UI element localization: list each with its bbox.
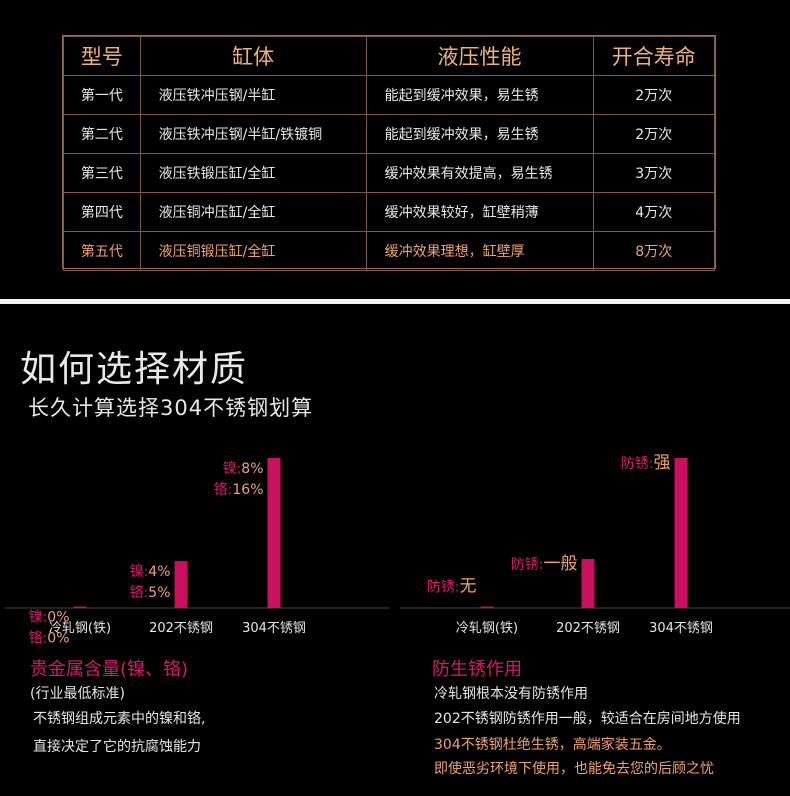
cell-model: 第三代 xyxy=(63,153,141,193)
chart2-rust-label: 防锈:强 xyxy=(621,453,671,473)
table-row: 第二代 液压铁冲压钢/半缸/铁镀铜 能起到缓冲效果，易生锈 2万次 xyxy=(63,114,716,154)
chart1-bar xyxy=(267,458,281,608)
chart1-category-label: 304不锈钢 xyxy=(242,621,306,636)
chart1-category-label: 202不锈钢 xyxy=(149,621,213,636)
cell-cylinder: 液压铁冲压钢/半缸 xyxy=(139,75,367,115)
cell-hydraulic: 缓冲效果较好，缸壁稍薄 xyxy=(365,192,594,232)
chart1-nickel-label: 镍:0% xyxy=(29,610,70,626)
chart1-category-label: 冷轧钢(铁) xyxy=(49,621,111,636)
chart2-bar xyxy=(480,606,494,608)
table-row: 第一代 液压铁冲压钢/半缸 能起到缓冲效果，易生锈 2万次 xyxy=(63,75,716,115)
chart2-category-label: 304不锈钢 xyxy=(649,621,713,636)
metal-content-line2: 直接决定了它的抗腐蚀能力 xyxy=(33,739,201,755)
cell-cylinder: 液压铜冲压缸/全缸 xyxy=(139,192,367,232)
section-divider xyxy=(0,299,790,304)
cell-cylinder: 液压铁锻压缸/全缸 xyxy=(139,153,367,193)
chart1-nickel-label: 镍:4% xyxy=(130,564,171,580)
cell-cylinder: 液压铁冲压钢/半缸/铁镀铜 xyxy=(139,114,367,154)
metal-content-line1: 不锈钢组成元素中的镍和铬, xyxy=(33,711,206,727)
cell-lifespan: 3万次 xyxy=(592,153,716,193)
chart2-category-label: 202不锈钢 xyxy=(556,621,620,636)
chart1-chrome-label: 铬:16% xyxy=(214,482,264,498)
header-model: 型号 xyxy=(63,36,141,76)
header-lifespan: 开合寿命 xyxy=(592,36,716,76)
cell-lifespan: 8万次 xyxy=(592,231,716,271)
rust-proof-line2: 202不锈钢防锈作用一般，较适合在房间地方使用 xyxy=(434,711,741,727)
cell-cylinder: 液压铜锻压缸/全缸 xyxy=(139,231,367,271)
chart2-bar xyxy=(674,458,688,608)
chart1-nickel-label: 镍:8% xyxy=(223,461,264,477)
metal-content-note: (行业最低标准) xyxy=(30,686,125,702)
generation-table: 型号 缸体 液压性能 开合寿命 第一代 液压铁冲压钢/半缸 能起到缓冲效果，易生… xyxy=(63,36,716,271)
chart1-bar xyxy=(174,561,188,608)
section-subtitle: 长久计算选择304不锈钢划算 xyxy=(28,396,314,420)
table-row-highlight: 第五代 液压铜锻压缸/全缸 缓冲效果理想，缸壁厚 8万次 xyxy=(63,231,716,271)
cell-model: 第五代 xyxy=(63,231,141,271)
section-title: 如何选择材质 xyxy=(20,349,249,390)
rust-proof-line4: 即使恶劣环境下使用，也能免去您的后顾之忧 xyxy=(434,761,714,777)
table-header-row: 型号 缸体 液压性能 开合寿命 xyxy=(63,36,716,76)
rust-proof-line3: 304不锈钢杜绝生锈，高端家装五金。 xyxy=(434,737,671,753)
chart1-chrome-label: 铬:5% xyxy=(130,585,171,601)
metal-content-title: 贵金属含量(镍、铬) xyxy=(30,659,189,680)
comparison-table: 型号 缸体 液压性能 开合寿命 第一代 液压铁冲压钢/半缸 能起到缓冲效果，易生… xyxy=(62,35,716,271)
rust-proof-line1: 冷轧钢根本没有防锈作用 xyxy=(434,686,588,702)
cell-model: 第四代 xyxy=(63,192,141,232)
header-cylinder: 缸体 xyxy=(139,36,367,76)
header-hydraulic: 液压性能 xyxy=(365,36,594,76)
cell-lifespan: 4万次 xyxy=(592,192,716,232)
cell-hydraulic: 能起到缓冲效果，易生锈 xyxy=(365,75,594,115)
chart2-category-label: 冷轧钢(铁) xyxy=(456,621,518,636)
cell-lifespan: 2万次 xyxy=(592,75,716,115)
cell-hydraulic: 缓冲效果有效提高，易生锈 xyxy=(365,153,594,193)
cell-lifespan: 2万次 xyxy=(592,114,716,154)
table-row: 第四代 液压铜冲压缸/全缸 缓冲效果较好，缸壁稍薄 4万次 xyxy=(63,192,716,232)
chart1-chrome-label: 铬:0% xyxy=(29,631,70,647)
table-row: 第三代 液压铁锻压缸/全缸 缓冲效果有效提高，易生锈 3万次 xyxy=(63,153,716,193)
chart2-rust-label: 防锈:一般 xyxy=(511,554,578,574)
chart2-rust-label: 防锈:无 xyxy=(427,577,477,597)
cell-hydraulic: 能起到缓冲效果，易生锈 xyxy=(365,114,594,154)
chart1-bar xyxy=(73,606,87,608)
cell-model: 第二代 xyxy=(63,114,141,154)
chart2-bar xyxy=(581,559,595,608)
bar-charts: 镍:0%铬:0%冷轧钢(铁)镍:4%铬:5%202不锈钢镍:8%铬:16%304… xyxy=(5,453,790,647)
rust-proof-title: 防生锈作用 xyxy=(432,659,522,680)
cell-hydraulic: 缓冲效果理想，缸壁厚 xyxy=(365,231,594,271)
cell-model: 第一代 xyxy=(63,75,141,115)
